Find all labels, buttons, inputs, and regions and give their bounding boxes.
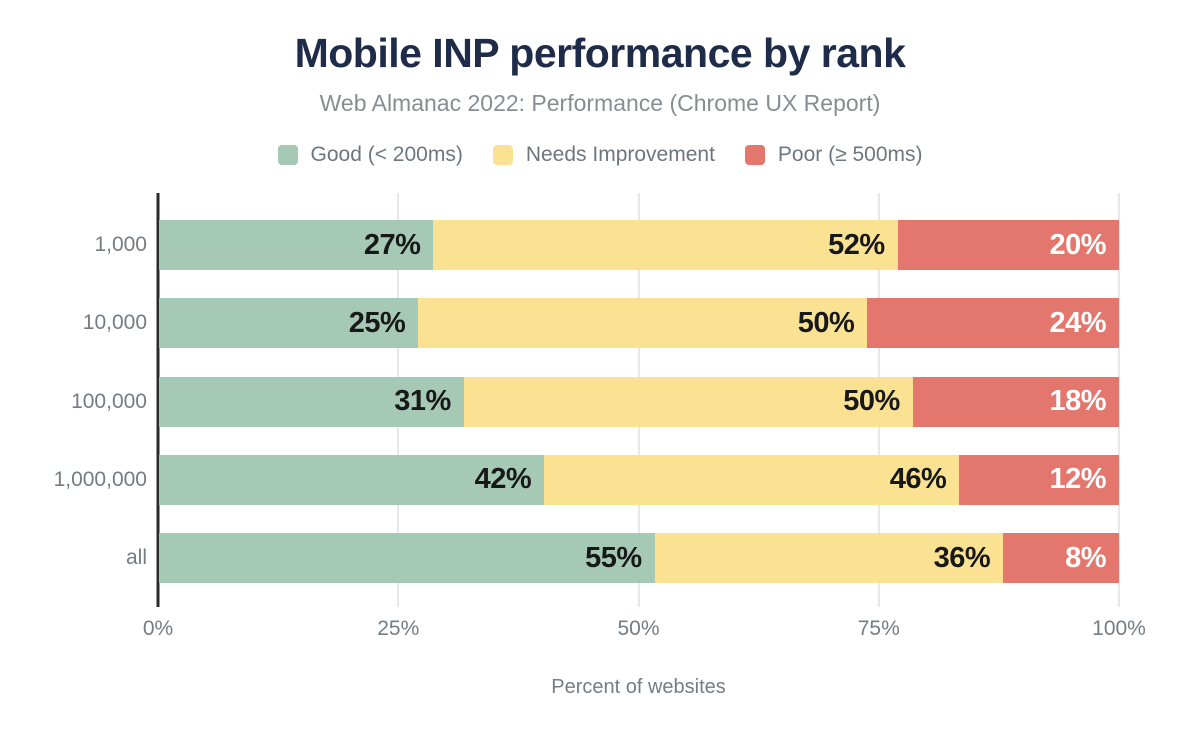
bar-value-label: 12% xyxy=(1049,463,1106,496)
bar-value-label: 46% xyxy=(889,463,947,496)
legend-item-needs-improvement[interactable]: Needs Improvement xyxy=(492,143,715,167)
y-tick-label-1-000: 1,000 xyxy=(94,233,147,256)
bar-value-label: 42% xyxy=(474,463,532,496)
bar-row-1-000-000: 42% 46% 12% xyxy=(159,454,1119,505)
legend-swatch-icon xyxy=(277,145,298,165)
bar-value-label: 18% xyxy=(1049,385,1106,417)
bar-value-label: 55% xyxy=(585,541,642,574)
bar-value-label: 27% xyxy=(363,228,421,261)
bar-segment-1-000-needs-improvement[interactable]: 52% xyxy=(433,220,898,270)
bar-value-label: 50% xyxy=(843,385,900,417)
bar-segment-1-000-000-good-200ms[interactable]: 42% xyxy=(159,454,545,505)
bar-row-10-000: 25% 50% 24% xyxy=(159,298,1119,349)
x-axis-label: Percent of websites xyxy=(551,676,726,698)
bar-value-label: 20% xyxy=(1049,228,1107,261)
bar-value-label: 36% xyxy=(933,541,991,574)
chart-subtitle: Web Almanac 2022: Performance (Chrome UX… xyxy=(319,90,881,116)
legend: Good (< 200ms) Needs Improvement Poor (≥ 5… xyxy=(0,143,1200,167)
bar-segment-1-000-poor-500ms[interactable]: 20% xyxy=(897,220,1120,270)
bar-value-label: 25% xyxy=(348,306,406,339)
bar-segment-1-000-good-200ms[interactable]: 27% xyxy=(159,220,434,270)
y-tick-label-10-000: 10,000 xyxy=(82,311,147,335)
bar-value-label: 24% xyxy=(1049,306,1106,339)
legend-swatch-icon xyxy=(744,145,765,165)
bar-segment-all-good-200ms[interactable]: 55% xyxy=(159,533,655,583)
bar-segment-100-000-poor-500ms[interactable]: 18% xyxy=(912,376,1119,427)
bar-segment-10-000-poor-500ms[interactable]: 24% xyxy=(867,298,1119,349)
bar-segment-100-000-good-200ms[interactable]: 31% xyxy=(159,376,464,427)
bar-value-label: 8% xyxy=(1065,541,1107,574)
plot-area: 27% 52% 20% 25% 50% 24% 31% 50% 18% 42% 46% 12% 55% 3… xyxy=(156,193,1120,607)
legend-item-good-200ms[interactable]: Good (< 200ms) xyxy=(277,143,463,167)
x-tick-label-50: 50% xyxy=(617,617,660,640)
y-tick-label-all: all xyxy=(125,546,147,569)
y-tick-label-100-000: 100,000 xyxy=(71,389,147,413)
bar-segment-1-000-000-needs-improvement[interactable]: 46% xyxy=(544,454,960,505)
bar-segment-10-000-needs-improvement[interactable]: 50% xyxy=(418,298,868,349)
bar-segment-all-poor-500ms[interactable]: 8% xyxy=(1003,533,1120,583)
gridline-100 xyxy=(1118,193,1120,607)
x-tick-label-100: 100% xyxy=(1092,617,1146,640)
legend-label: Poor (≥ 500ms) xyxy=(777,143,923,166)
y-axis-line xyxy=(156,193,160,607)
bar-row-all: 55% 36% 8% xyxy=(159,533,1120,583)
bar-row-100-000: 31% 50% 18% xyxy=(159,376,1119,427)
legend-label: Good (< 200ms) xyxy=(310,143,463,166)
chart-title: Mobile INP performance by rank xyxy=(294,30,906,76)
x-tick-label-25: 25% xyxy=(377,617,420,640)
bar-segment-all-needs-improvement[interactable]: 36% xyxy=(654,533,1004,583)
legend-item-poor-500ms[interactable]: Poor (≥ 500ms) xyxy=(744,143,923,167)
bar-segment-10-000-good-200ms[interactable]: 25% xyxy=(159,298,419,349)
bar-value-label: 50% xyxy=(797,306,855,339)
bar-segment-100-000-needs-improvement[interactable]: 50% xyxy=(463,376,913,427)
legend-label: Needs Improvement xyxy=(525,143,715,166)
x-tick-label-0: 0% xyxy=(142,617,174,640)
legend-swatch-icon xyxy=(492,145,513,165)
y-tick-label-1-000-000: 1,000,000 xyxy=(53,467,147,491)
bar-value-label: 52% xyxy=(828,228,885,261)
bar-segment-1-000-000-poor-500ms[interactable]: 12% xyxy=(959,454,1119,505)
bar-row-1-000: 27% 52% 20% xyxy=(159,220,1120,270)
x-tick-label-75: 75% xyxy=(857,617,900,640)
bar-value-label: 31% xyxy=(394,385,451,417)
